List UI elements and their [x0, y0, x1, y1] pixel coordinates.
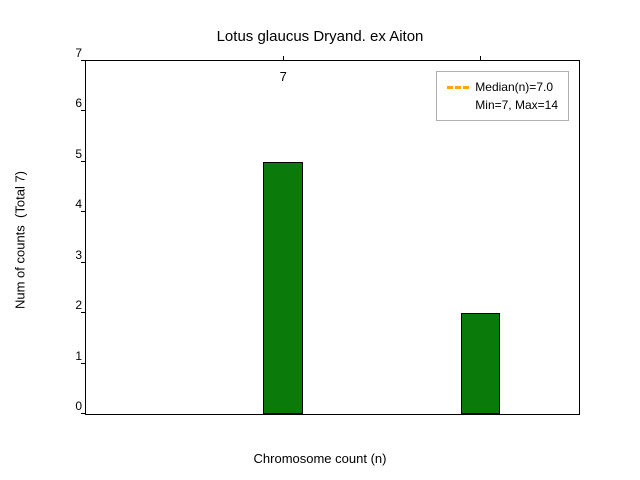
x-axis-label: Chromosome count (n) [0, 451, 640, 466]
y-tick-1: 1 [58, 349, 82, 363]
y-tick-mark-5 [81, 161, 86, 162]
y-tick-mark-3 [81, 262, 86, 263]
y-tick-5: 5 [58, 147, 82, 161]
y-tick-3: 3 [58, 248, 82, 262]
y-tick-mark-0 [81, 413, 86, 414]
y-tick-mark-2 [81, 312, 86, 313]
x-tick-0: 7 [280, 69, 287, 84]
bar-chromosome-7[interactable] [263, 162, 302, 414]
legend-box: Median(n)=7.0 Min=7, Max=14 [436, 71, 569, 121]
chart-title: Lotus glaucus Dryand. ex Aiton [0, 28, 640, 45]
y-tick-6: 6 [58, 96, 82, 110]
y-tick-4: 4 [58, 197, 82, 211]
y-axis-label: Num of counts (Total 7) [13, 171, 28, 309]
median-legend-swatch [447, 86, 469, 89]
x-tick-mark-1 [480, 56, 481, 61]
y-tick-0: 0 [58, 399, 82, 413]
plot-area: 0 1 2 3 4 5 6 7 7 14 Median(n)=7.0 [85, 60, 580, 415]
bar-chromosome-14[interactable] [461, 313, 500, 414]
y-tick-mark-7 [81, 60, 86, 61]
y-tick-2: 2 [58, 298, 82, 312]
legend-line2: Min=7, Max=14 [447, 96, 558, 114]
x-tick-mark-0 [283, 56, 284, 61]
y-tick-mark-6 [81, 110, 86, 111]
chart-container: Lotus glaucus Dryand. ex Aiton 0 1 2 3 4… [0, 0, 640, 480]
y-tick-mark-4 [81, 211, 86, 212]
legend-line1: Median(n)=7.0 [475, 78, 553, 96]
y-tick-mark-1 [81, 363, 86, 364]
y-tick-7: 7 [58, 46, 82, 60]
